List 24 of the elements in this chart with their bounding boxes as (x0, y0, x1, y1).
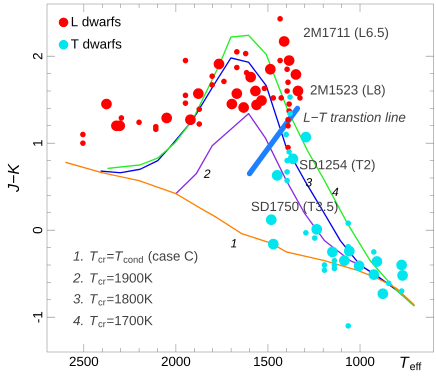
annotation: 1 (230, 239, 236, 248)
annotation: L−T transtion line (304, 112, 406, 122)
x-tick-label: 2500 (70, 356, 98, 366)
y-axis-title: J−K (8, 163, 20, 192)
x-tick-label: 2000 (162, 356, 190, 366)
legend-label: L dwarfs (72, 16, 121, 26)
y-tick-label: 1 (33, 140, 42, 146)
annotation: 2. T$_{cr}$=1900K (72, 273, 153, 285)
annotation: 4 (332, 188, 338, 196)
y-tick-label: -1 (33, 312, 42, 323)
x-tick-label: 1000 (346, 356, 374, 366)
annotation: 2 (204, 169, 210, 178)
line-series (64, 162, 415, 306)
y-tick-label: 2 (32, 53, 42, 60)
y-tick-label: 0 (32, 226, 42, 234)
x-tick-label: 1500 (254, 356, 282, 366)
annotation: 4. T$_{cr}$=1700K (73, 316, 153, 328)
annotation: 2M1711 (L6.5) (304, 27, 388, 40)
annotation: 3. T$_{cr}$=1800K (73, 294, 153, 306)
legend-label: T dwarfs (71, 38, 122, 49)
x-axis-title: T$_{eff}$ (400, 356, 422, 370)
annotation: 1. T$_{cr}$=T$_{cond}$ (case C) (73, 250, 198, 264)
annotation: 3 (306, 178, 312, 187)
annotation: 2M1523 (L8) (310, 84, 385, 98)
